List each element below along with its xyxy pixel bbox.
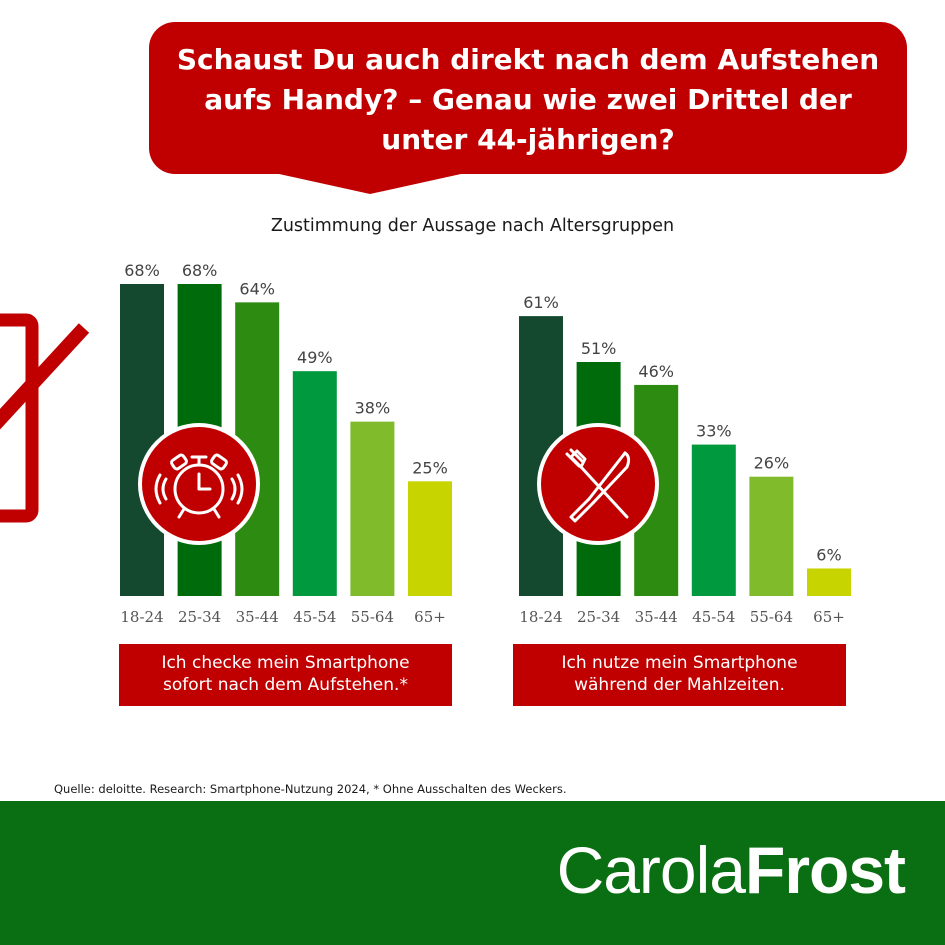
headline-line-2: aufs Handy? – Genau wie zwei Drittel der (204, 83, 852, 116)
alarm-clock-badge (138, 423, 260, 545)
chart-2-tick-label: 35-44 (635, 608, 678, 626)
chart-1-bar-65+ (408, 481, 452, 596)
chart-subtitle: Zustimmung der Aussage nach Altersgruppe… (270, 216, 675, 236)
headline-bubble (149, 22, 907, 174)
chart-2-tick-label: 55-64 (750, 608, 793, 626)
chart-1-value-label: 68% (182, 261, 218, 280)
fork-knife-icon (565, 448, 631, 523)
chart-2-bar-45-54 (691, 444, 736, 596)
chart-1-tick-label: 55-64 (351, 608, 394, 626)
chart-1-caption-line-1: Ich checke mein Smartphone (161, 653, 410, 673)
chart-2-value-label: 33% (696, 422, 732, 441)
fork-knife-badge (537, 423, 659, 545)
chart-2-caption-line-1: Ich nutze mein Smartphone (561, 653, 798, 673)
chart-1-tick-label: 65+ (414, 608, 446, 626)
chart-1-tick-label: 18-24 (120, 608, 163, 626)
chart-2-value-label: 51% (581, 339, 617, 358)
brand-logo: CarolaFrost (556, 830, 906, 910)
chart-2-value-label: 46% (638, 362, 674, 381)
source-note: Quelle: deloitte. Research: Smartphone-N… (54, 782, 567, 796)
chart-2-value-label: 6% (816, 545, 841, 564)
chart-1-bar-45-54 (292, 371, 337, 596)
chart-1-value-label: 38% (355, 399, 391, 418)
chart-2-bar-65+ (807, 568, 851, 596)
headline-bubble-tail (270, 172, 470, 194)
chart-2-value-label: 26% (754, 454, 790, 473)
chart-2-value-label: 61% (523, 293, 559, 312)
chart-2-tick-label: 65+ (813, 608, 845, 626)
chart-2-tick-label: 45-54 (692, 608, 735, 626)
no-phone-icon (0, 313, 90, 523)
chart-1-value-label: 25% (412, 458, 448, 477)
chart-1-caption-line-2: sofort nach dem Aufstehen.* (163, 675, 408, 695)
chart-1-tick-label: 25-34 (178, 608, 221, 626)
headline-line-3: unter 44-jährigen? (381, 123, 675, 156)
chart-1-tick-label: 45-54 (293, 608, 336, 626)
footer-bar (0, 801, 945, 945)
chart-2-caption-line-2: während der Mahlzeiten. (574, 675, 785, 695)
chart-1-tick-label: 35-44 (236, 608, 279, 626)
headline-line-1: Schaust Du auch direkt nach dem Aufstehe… (176, 43, 880, 76)
chart-2-caption: Ich nutze mein Smartphone während der Ma… (513, 644, 846, 706)
chart-2-tick-label: 25-34 (577, 608, 620, 626)
alarm-clock-icon (154, 453, 244, 519)
headline: Schaust Du auch direkt nach dem Aufstehe… (149, 40, 907, 160)
chart-1-caption: Ich checke mein Smartphone sofort nach d… (119, 644, 452, 706)
chart-1-bar-55-64 (350, 421, 395, 596)
chart-1-value-label: 64% (239, 279, 275, 298)
chart-2-bar-55-64 (749, 476, 794, 596)
brand-last: Frost (745, 833, 906, 907)
chart-1-value-label: 68% (124, 261, 160, 280)
brand-first: Carola (556, 833, 746, 907)
chart-2-tick-label: 18-24 (519, 608, 562, 626)
chart-1-value-label: 49% (297, 348, 333, 367)
